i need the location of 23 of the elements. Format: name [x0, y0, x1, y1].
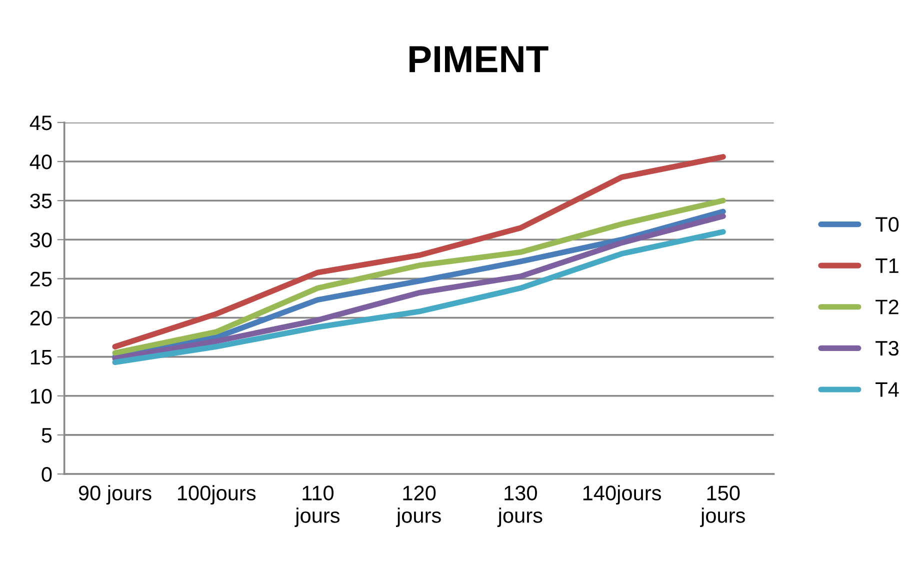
y-tick-label: 45 — [30, 116, 52, 130]
x-tick-label: 150 jours — [700, 486, 745, 527]
x-tick-label: 120 jours — [396, 486, 441, 527]
legend-label: T1 — [876, 258, 898, 273]
x-tick-label: 100jours — [178, 485, 256, 505]
legend-label: T4 — [876, 382, 899, 397]
y-tick-label: 25 — [30, 272, 52, 286]
x-tick-label: 110 jours — [294, 486, 340, 527]
chart-title: PIMENT — [410, 46, 548, 72]
y-tick-label: 20 — [30, 310, 52, 326]
y-tick-label: 40 — [30, 154, 52, 170]
y-tick-label: 5 — [42, 428, 52, 443]
y-tick-label: 35 — [30, 194, 52, 208]
y-tick-label: 0 — [42, 467, 52, 482]
x-tick-label: 130 jours — [497, 486, 542, 527]
legend-label: T3 — [876, 340, 898, 356]
x-tick-label: 90 jours — [78, 485, 152, 505]
y-tick-label: 30 — [30, 232, 52, 248]
legend-label: T2 — [876, 300, 898, 314]
y-tick-label: 15 — [30, 350, 52, 365]
x-tick-label: 140jours — [583, 485, 661, 505]
y-tick-label: 10 — [30, 388, 52, 404]
legend-label: T0 — [876, 217, 899, 232]
